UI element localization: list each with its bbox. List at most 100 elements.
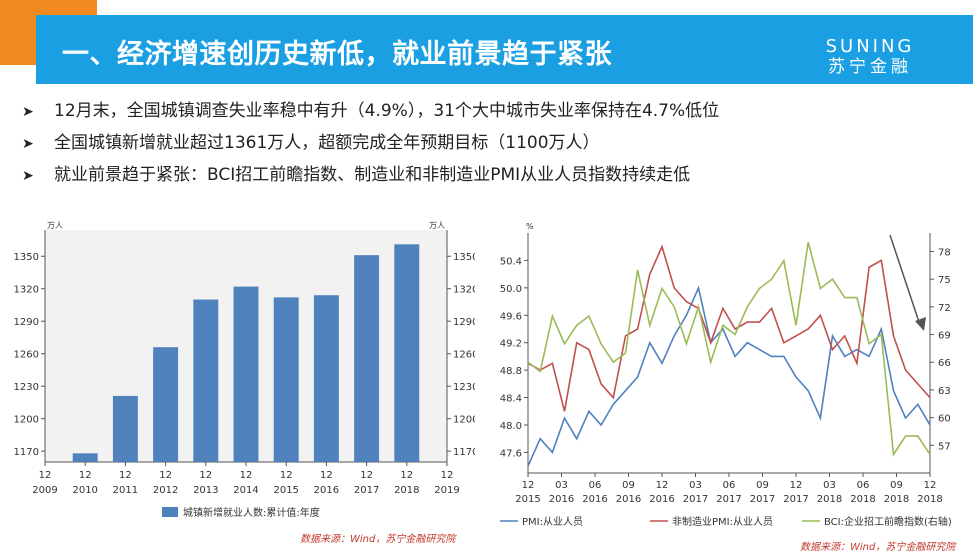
trend-arrow-head (915, 317, 926, 331)
y-tick-label-right: 1200 (453, 415, 475, 426)
y-tick-label-left: 48.4 (500, 394, 522, 405)
x-tick-label-year: 2018 (884, 494, 909, 505)
source-note-left: 数据来源：Wind，苏宁金融研究院 (300, 534, 456, 545)
bar-2017 (354, 255, 380, 462)
y-tick-label-left: 48.8 (500, 366, 522, 377)
series-line-2 (527, 241, 931, 457)
logo-top-text: SUNING (825, 36, 915, 57)
pmi-bci-line-chart: % 47.6 48.0 48.4 48.8 49.2 49.6 50.0 50.4 57 60 63 6… (500, 222, 952, 528)
y-tick-label: 1260 (14, 350, 39, 361)
x-tick-label-year: 2016 (649, 494, 674, 505)
y-tick-label: 1200 (14, 415, 39, 426)
x-tick-label-month: 12 (240, 470, 253, 481)
x-tick-label-year: 2015 (273, 485, 298, 496)
y-tick-label-right: 63 (938, 386, 951, 397)
x-tick-label-year: 2011 (113, 485, 138, 496)
bar-2013 (193, 299, 219, 462)
y-tick-label-right: 66 (938, 358, 951, 369)
y-tick-label-right: 1320 (453, 285, 475, 296)
y-tick-label-left: 50.0 (500, 284, 522, 295)
x-tick-label-month: 12 (159, 470, 172, 481)
bullet-item: ➤ 12月末，全国城镇调查失业率稳中有升（4.9%），31个大中城市失业率保持在4… (22, 96, 962, 128)
bar-2012 (153, 347, 179, 462)
x-tick-label-month: 12 (79, 470, 92, 481)
source-note-right: 数据来源：Wind，苏宁金融研究院 (800, 542, 956, 553)
y-tick-label-right: 75 (938, 275, 951, 286)
page-title: 一、经济增速创历史新低，就业前景趋于紧张 (62, 39, 612, 70)
x-tick-label-year: 2017 (750, 494, 775, 505)
x-tick-label-year: 2016 (314, 485, 339, 496)
y-tick-label-left: 47.6 (500, 448, 522, 459)
x-tick-label-year: 2018 (917, 494, 942, 505)
x-tick-label-month: 06 (589, 480, 602, 491)
x-tick-label-month: 09 (622, 480, 635, 491)
y-tick-label: 1290 (14, 317, 39, 328)
y-tick-label-right: 1350 (453, 252, 475, 263)
x-tick-label-month: 03 (555, 480, 568, 491)
x-tick-label-month: 12 (656, 480, 669, 491)
y-tick-label: 1320 (14, 285, 39, 296)
y-tick-label-right: 1290 (453, 317, 475, 328)
x-tick-label-year: 2017 (783, 494, 808, 505)
bullet-text: 全国城镇新增就业超过1361万人，超额完成全年预期目标（1100万人） (54, 133, 600, 153)
x-tick-label-month: 06 (857, 480, 870, 491)
x-tick-label-year: 2016 (616, 494, 641, 505)
bar-2010 (72, 453, 98, 462)
x-tick-label-year: 2019 (434, 485, 459, 496)
suning-logo: SUNING 苏宁金融 (805, 36, 935, 78)
x-tick-label-year: 2013 (193, 485, 218, 496)
title-bar: 一、经济增速创历史新低，就业前景趋于紧张 SUNING 苏宁金融 (36, 15, 973, 84)
y-tick-label-left: 48.0 (500, 421, 522, 432)
x-tick-label-month: 12 (441, 470, 454, 481)
bullet-text: 就业前景趋于紧张：BCI招工前瞻指数、制造业和非制造业PMI从业人员指数持续走低 (54, 165, 691, 185)
x-tick-label-year: 2016 (582, 494, 607, 505)
y-tick-label-right: 1170 (453, 447, 475, 458)
x-tick-label-year: 2014 (233, 485, 258, 496)
x-tick-label-month: 12 (400, 470, 413, 481)
x-tick-label-month: 09 (890, 480, 903, 491)
series-line-1 (527, 244, 931, 412)
x-tick-label-month: 12 (360, 470, 373, 481)
x-tick-label-month: 12 (39, 470, 52, 481)
x-tick-label-year: 2015 (515, 494, 540, 505)
legend-label-0: PMI:从业人员 (522, 516, 583, 528)
y-tick-label-right: 1260 (453, 350, 475, 361)
bar-2015 (273, 297, 299, 462)
y-tick-label: 1230 (14, 382, 39, 393)
legend-swatch (162, 507, 178, 517)
y-tick-label-left: 50.4 (500, 256, 522, 267)
bullet-list: ➤ 12月末，全国城镇调查失业率稳中有升（4.9%），31个大中城市失业率保持在4… (22, 96, 962, 192)
arrow-right-icon: ➤ (22, 168, 34, 184)
y-tick-label-right: 1230 (453, 382, 475, 393)
bar-2018 (394, 244, 420, 462)
employment-bar-chart: 万人 万人 1170 1170 1200 1200 1230 1230 1260 1260 1290… (14, 221, 475, 519)
y-unit-label-left: 万人 (47, 221, 63, 230)
arrow-right-icon: ➤ (22, 136, 34, 152)
x-tick-label-year: 2017 (354, 485, 379, 496)
x-tick-label-year: 2017 (716, 494, 741, 505)
x-tick-label-year: 2016 (549, 494, 574, 505)
arrow-right-icon: ➤ (22, 104, 34, 120)
x-tick-label-year: 2012 (153, 485, 178, 496)
bullet-item: ➤ 就业前景趋于紧张：BCI招工前瞻指数、制造业和非制造业PMI从业人员指数持续走… (22, 160, 962, 192)
legend-label-1: 非制造业PMI:从业人员 (672, 515, 773, 528)
y-tick-label-right: 78 (938, 247, 951, 258)
x-tick-label-year: 2010 (72, 485, 97, 496)
y-tick-label-right: 60 (938, 414, 951, 425)
x-tick-label-year: 2017 (683, 494, 708, 505)
x-tick-label-year: 2018 (394, 485, 419, 496)
x-tick-label-month: 12 (119, 470, 132, 481)
x-tick-label-month: 06 (723, 480, 736, 491)
x-tick-label-year: 2018 (817, 494, 842, 505)
legend-label-2: BCI:企业招工前瞻指数(右轴) (824, 515, 952, 528)
bullet-text: 12月末，全国城镇调查失业率稳中有升（4.9%），31个大中城市失业率保持在4.… (54, 101, 720, 121)
y-tick-label: 1170 (14, 447, 39, 458)
x-tick-label-year: 2009 (32, 485, 57, 496)
y-tick-label-left: 49.2 (500, 339, 522, 350)
y-tick-label-right: 72 (938, 303, 951, 314)
trend-arrow-line (889, 234, 921, 326)
y-tick-label-right: 57 (938, 441, 951, 452)
x-tick-label-month: 12 (924, 480, 937, 491)
y-tick-label-right: 69 (938, 331, 951, 342)
x-tick-label-month: 03 (823, 480, 836, 491)
